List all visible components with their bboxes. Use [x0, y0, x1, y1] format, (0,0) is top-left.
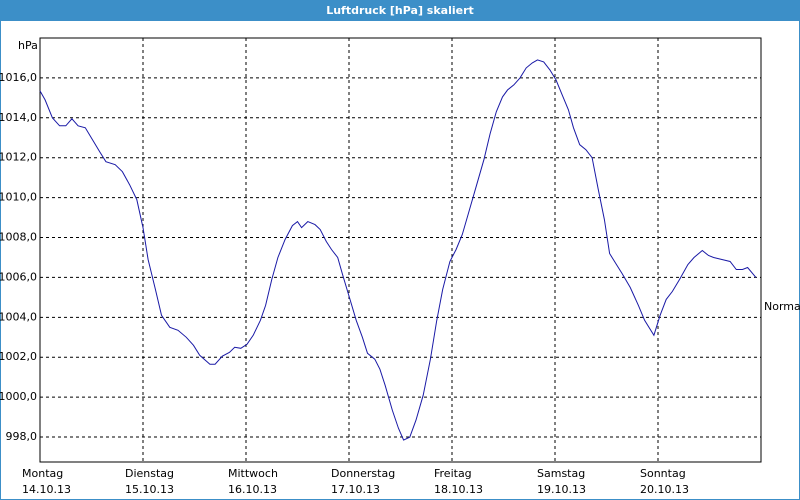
x-tick-date: 17.10.13	[331, 483, 380, 496]
title-bar	[0, 0, 800, 21]
y-tick-label: 1002,0	[0, 350, 37, 363]
y-tick-label: 1010,0	[0, 191, 37, 204]
y-tick-label: 998,0	[6, 430, 38, 443]
chart-title: Luftdruck [hPa] skaliert	[326, 4, 474, 17]
x-tick-label: Freitag	[434, 467, 472, 480]
legend-label: Normal	[764, 300, 800, 313]
x-tick-label: Dienstag	[125, 467, 174, 480]
y-tick-label: 1000,0	[0, 390, 37, 403]
y-tick-label: 1006,0	[0, 270, 37, 283]
x-tick-date: 19.10.13	[537, 483, 586, 496]
y-tick-label: 1016,0	[0, 71, 37, 84]
x-tick-label: Mittwoch	[228, 467, 278, 480]
x-tick-label: Montag	[22, 467, 63, 480]
y-unit: hPa	[18, 39, 38, 52]
x-tick-label: Sonntag	[640, 467, 686, 480]
y-tick-label: 1014,0	[0, 111, 37, 124]
y-tick-label: 1012,0	[0, 151, 37, 164]
y-tick-label: 1004,0	[0, 310, 37, 323]
line	[39, 59, 757, 441]
x-tick-date: 14.10.13	[22, 483, 71, 496]
x-tick-label: Samstag	[537, 467, 585, 480]
x-tick-label: Donnerstag	[331, 467, 395, 480]
x-tick-date: 15.10.13	[125, 483, 174, 496]
y-tick-label: 1008,0	[0, 231, 37, 244]
x-tick-date: 18.10.13	[434, 483, 483, 496]
x-tick-date: 20.10.13	[640, 483, 689, 496]
x-tick-date: 16.10.13	[228, 483, 277, 496]
